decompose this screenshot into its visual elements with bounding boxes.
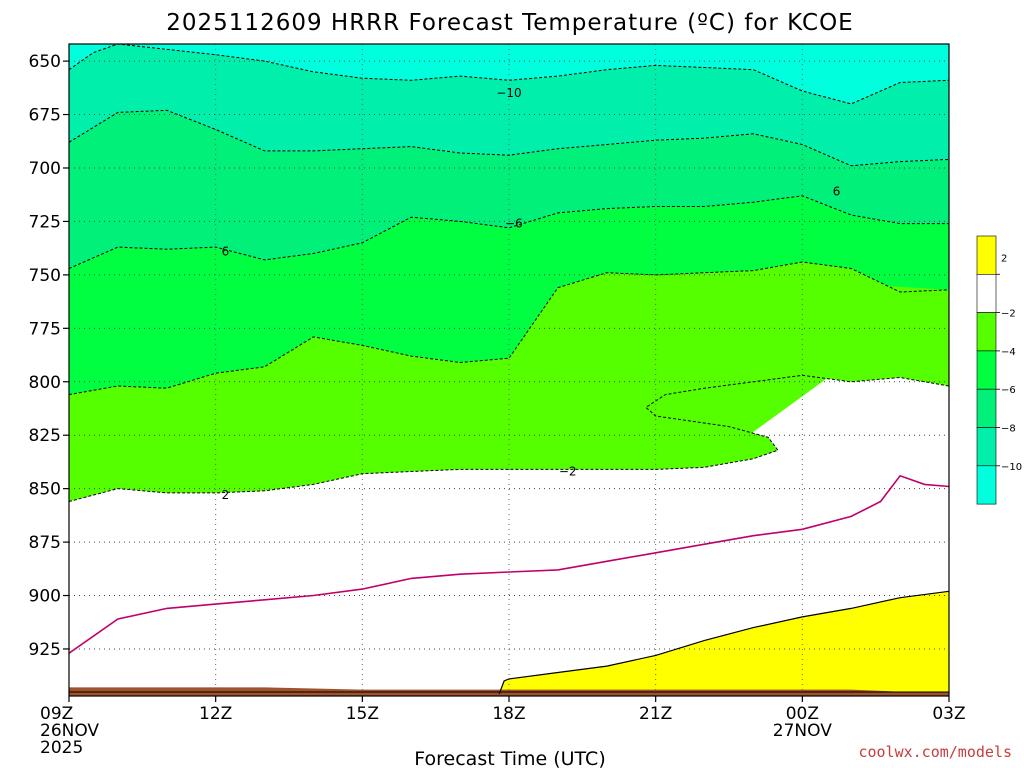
colorbar-bin-6	[976, 465, 997, 505]
y-tick-label-675: 675	[29, 106, 61, 126]
y-tick-label-750: 750	[29, 266, 61, 286]
colorbar-label-0: 2	[1001, 253, 1007, 264]
x-tick-label-3-0: 12Z	[199, 704, 232, 724]
contour-label-minus10: −10	[496, 86, 521, 100]
chart-title: 2025112609 HRRR Forecast Temperature (ºC…	[166, 10, 853, 36]
y-tick-label-700: 700	[29, 159, 61, 179]
contour-label-extra-2: 2	[222, 488, 230, 502]
colorbar-label-1: −2	[1001, 309, 1016, 320]
colorbar-bin-5	[976, 427, 997, 467]
x-tick-label-0-1: 26NOV	[40, 721, 99, 741]
colorbar-label-4: −8	[1001, 424, 1016, 435]
grid-lines	[69, 44, 949, 696]
y-tick-label-650: 650	[29, 52, 61, 72]
contour-label-minus2: −2	[559, 465, 577, 479]
contour-line-minus6	[69, 195, 949, 269]
colorbar-bin-3	[976, 350, 997, 390]
contour-label-extra-0: 6	[833, 185, 841, 199]
colorbar-bin-1	[976, 273, 997, 313]
x-tick-label-18-0: 03Z	[932, 704, 965, 724]
contour-line-0	[69, 474, 949, 654]
contour-line-minus8	[69, 109, 949, 167]
x-axis-label: Forecast Time (UTC)	[414, 748, 605, 768]
contour-labels: −10 −6 −2 6 6 2	[222, 86, 841, 502]
colorbar-label-2: −4	[1001, 347, 1016, 358]
y-tick-label-900: 900	[29, 587, 61, 607]
fill-band-minus4-minus2-upper	[645, 274, 949, 468]
fill-band-minus6-minus4	[69, 195, 949, 395]
x-tick-label-15-0: 00Z	[786, 704, 819, 724]
fill-band-above-2	[499, 591, 949, 696]
x-tick-label-6-0: 15Z	[346, 704, 379, 724]
colorbar-label-5: −10	[1001, 462, 1022, 473]
colorbar-bin-0	[976, 235, 997, 275]
x-tick-label-15-1: 27NOV	[773, 721, 832, 741]
contour-line-minus4	[69, 261, 949, 396]
x-tick-label-0-0: 09Z	[40, 704, 73, 724]
y-tick-label-825: 825	[29, 426, 61, 446]
colorbar: 2 −2 −4 −6 −8 −10	[976, 235, 1022, 505]
fill-band-coldest	[69, 44, 949, 104]
y-tick-label-925: 925	[29, 640, 61, 660]
x-tick-label-9-0: 18Z	[492, 704, 525, 724]
colorbar-bin-4	[976, 388, 997, 428]
colorbar-label-3: −6	[1001, 385, 1016, 396]
contour-lines	[69, 44, 949, 695]
y-tick-label-775: 775	[29, 319, 61, 339]
y-tick-label-850: 850	[29, 480, 61, 500]
x-tick-label-0-2: 2025	[40, 738, 83, 758]
temperature-fills	[69, 44, 949, 696]
contour-label-extra-1: 6	[222, 244, 230, 258]
y-tick-label-875: 875	[29, 533, 61, 553]
x-tick-label-12-0: 21Z	[639, 704, 672, 724]
y-tick-label-725: 725	[29, 212, 61, 232]
colorbar-bin-2	[976, 312, 997, 352]
y-tick-label-800: 800	[29, 373, 61, 393]
contour-line-2	[498, 590, 949, 695]
contour-label-minus6: −6	[505, 217, 523, 231]
credit-text[interactable]: coolwx.com/models	[858, 743, 1012, 761]
plot-area: −10 −6 −2 6 6 2 650 675 700 725 750 775 800 825 850 875…	[29, 43, 966, 758]
